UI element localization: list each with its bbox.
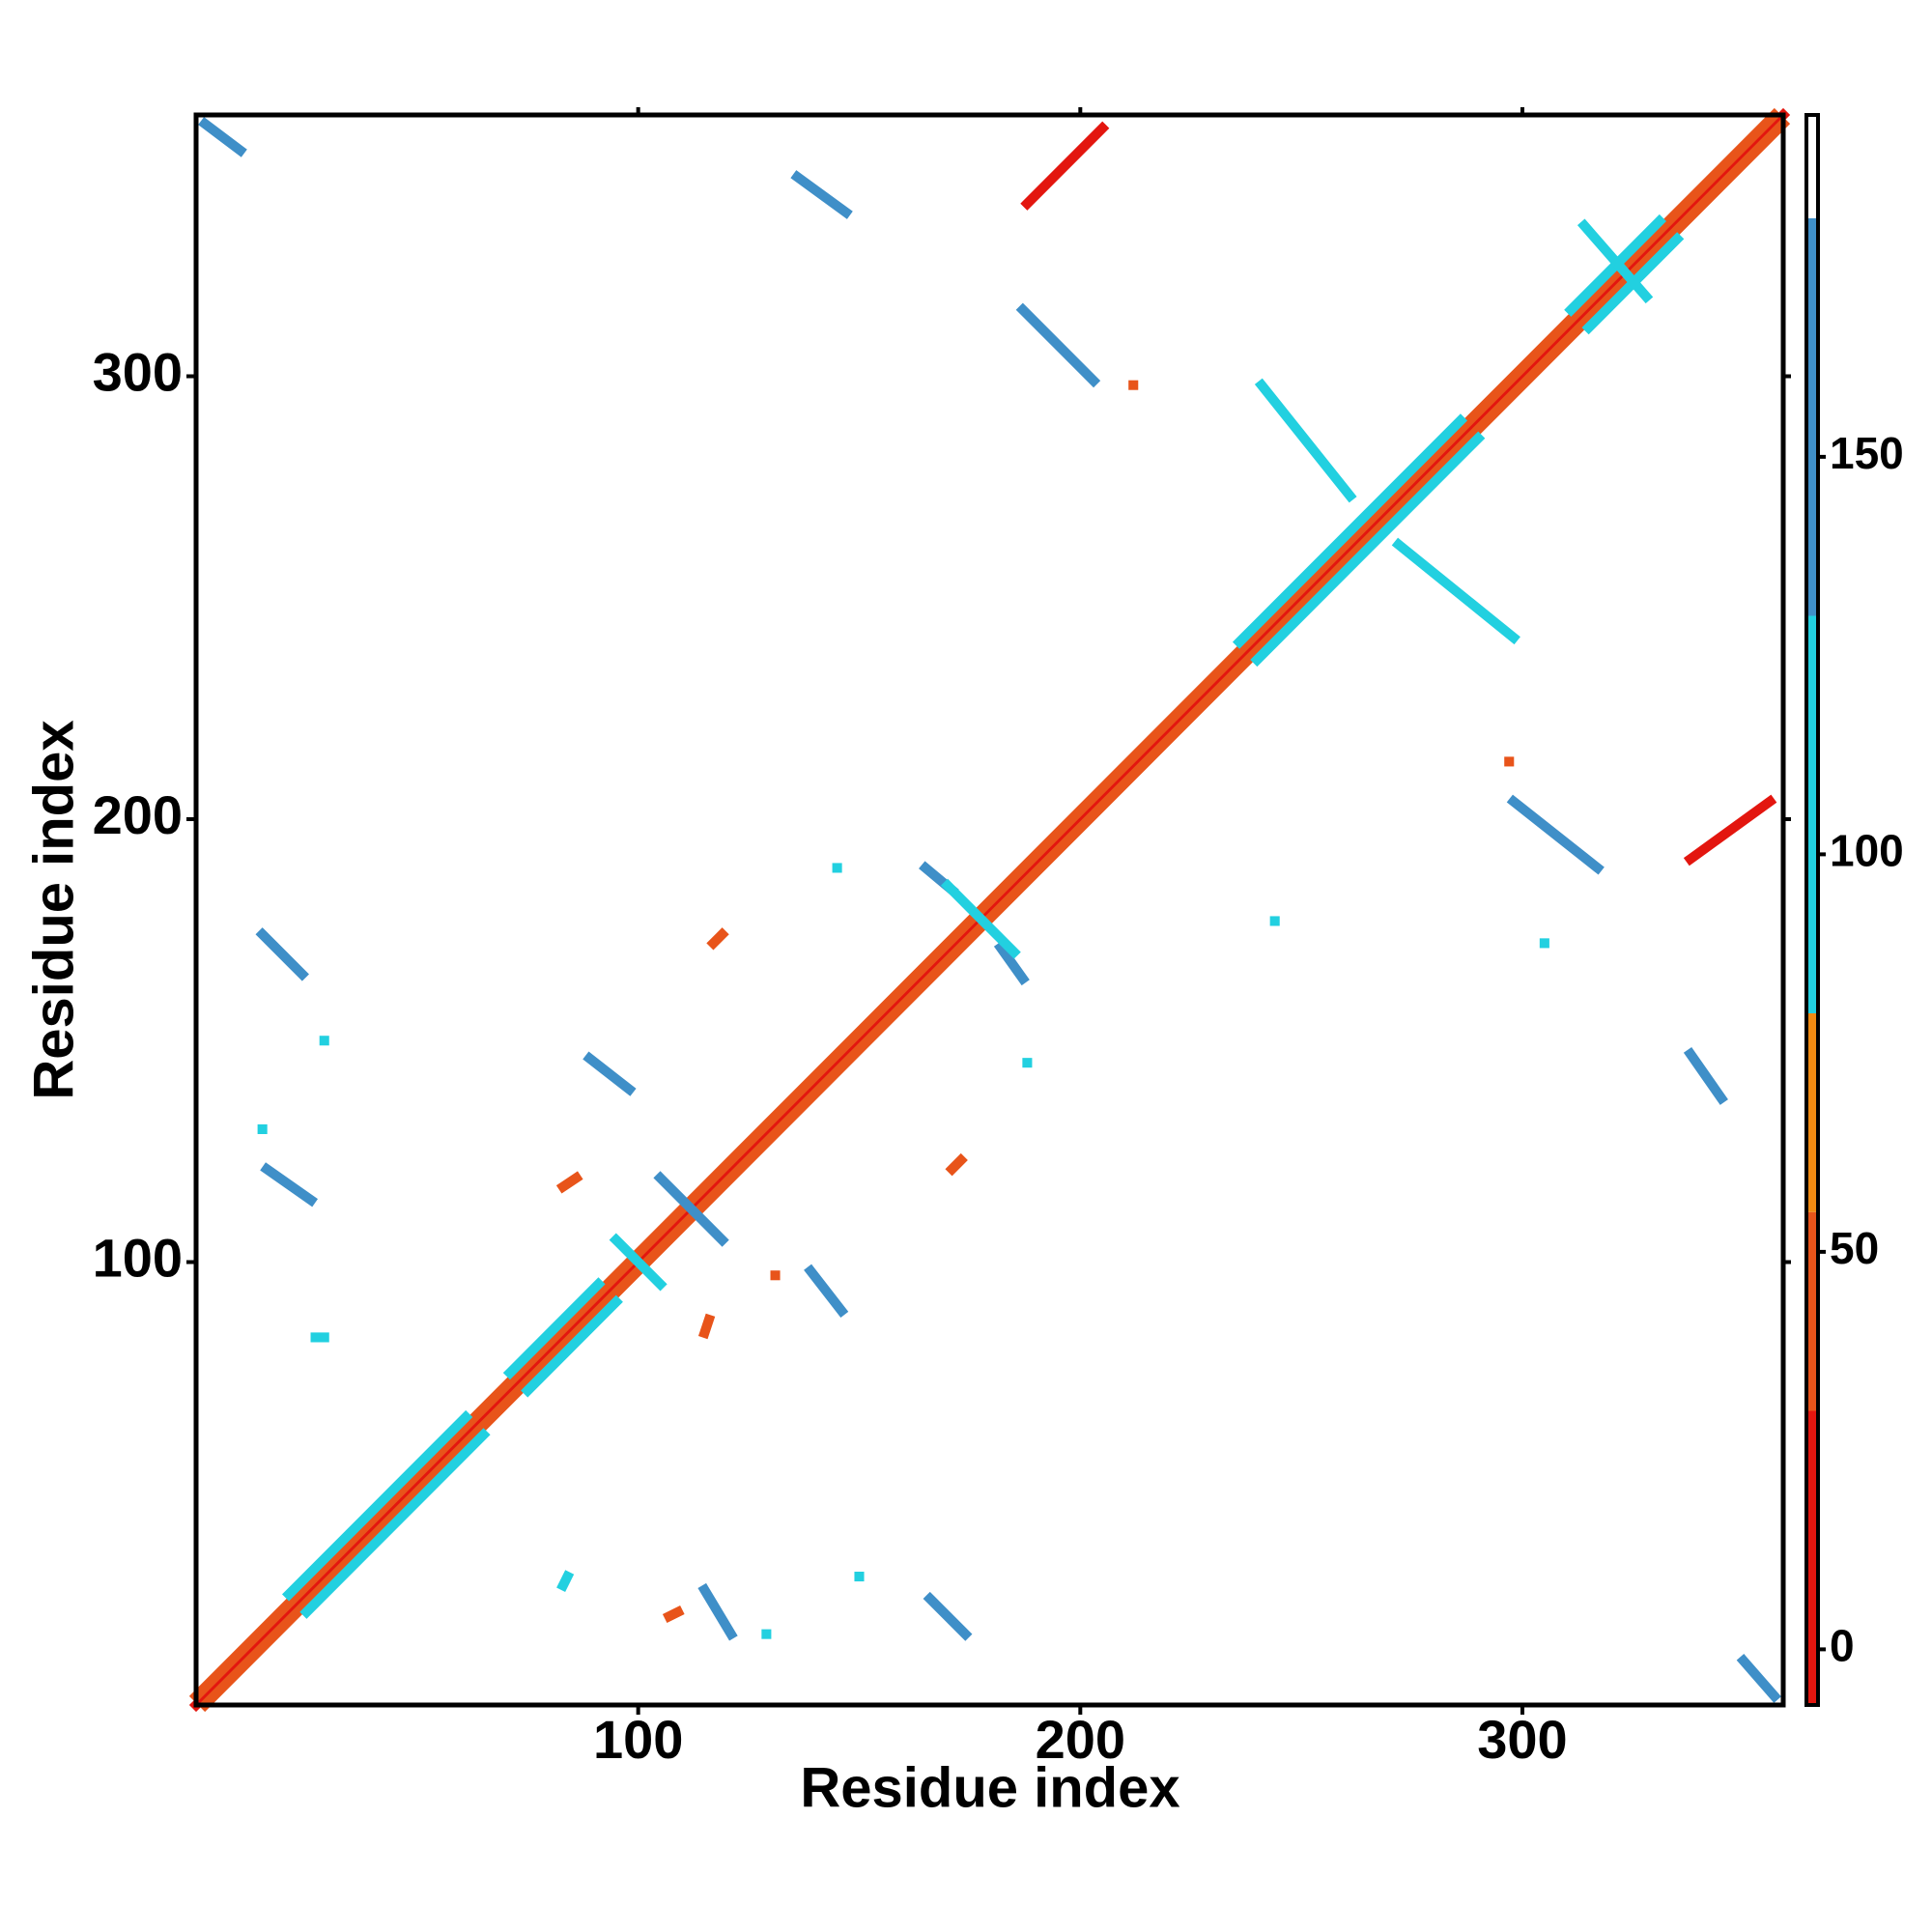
contact bbox=[521, 1294, 623, 1398]
contact bbox=[1577, 218, 1654, 304]
contact bbox=[1250, 431, 1486, 668]
x-axis-title: Residue index bbox=[800, 1756, 1179, 1819]
colorbar-tick-label: 150 bbox=[1830, 428, 1904, 478]
contact bbox=[299, 1428, 491, 1619]
x-tick-label: 300 bbox=[1477, 1709, 1567, 1770]
contact bbox=[923, 1591, 973, 1641]
contact bbox=[255, 927, 309, 981]
contact bbox=[1254, 378, 1357, 503]
contact bbox=[502, 1277, 606, 1380]
colorbar-bin bbox=[1806, 217, 1818, 616]
contact bbox=[188, 107, 1791, 1713]
y-tick-label: 200 bbox=[93, 784, 183, 845]
contact bbox=[1020, 121, 1110, 211]
contact bbox=[1391, 537, 1520, 645]
colorbar-bin bbox=[1806, 615, 1818, 1013]
y-axis-title: Residue index bbox=[22, 720, 85, 1099]
contact bbox=[804, 1264, 849, 1319]
contact bbox=[940, 878, 1021, 959]
contact bbox=[198, 117, 247, 157]
contact bbox=[790, 170, 853, 219]
contact bbox=[1232, 413, 1468, 649]
plot-frame bbox=[193, 112, 1786, 1708]
colorbar-tick-label: 0 bbox=[1830, 1621, 1855, 1671]
x-tick-label: 100 bbox=[593, 1709, 683, 1770]
contact bbox=[697, 1313, 716, 1340]
contact bbox=[1736, 1654, 1781, 1703]
contact bbox=[662, 1605, 685, 1624]
colorbar-bin bbox=[1806, 1410, 1818, 1705]
y-tick-label: 300 bbox=[93, 341, 183, 402]
y-tick-label: 100 bbox=[93, 1227, 183, 1288]
contact bbox=[1683, 1047, 1728, 1105]
colorbar-bin bbox=[1806, 1012, 1818, 1212]
contact bbox=[993, 940, 1030, 986]
contact bbox=[555, 1171, 583, 1194]
contact bbox=[188, 107, 1781, 1703]
contact bbox=[653, 1171, 729, 1247]
contact bbox=[945, 1152, 968, 1177]
colorbar-frame bbox=[1804, 113, 1820, 1707]
contact bbox=[1506, 794, 1605, 875]
contact bbox=[1683, 794, 1777, 867]
contact bbox=[609, 1233, 668, 1292]
colorbar-bin bbox=[1806, 1211, 1818, 1411]
colorbar-bin bbox=[1806, 115, 1818, 218]
colorbar-tick-label: 100 bbox=[1830, 826, 1904, 876]
x-tick-label: 200 bbox=[1036, 1709, 1125, 1770]
contact bbox=[260, 1162, 319, 1208]
contact bbox=[281, 1409, 473, 1602]
colorbar-tick-label: 50 bbox=[1830, 1223, 1879, 1273]
contact bbox=[582, 1051, 637, 1096]
contact bbox=[556, 1570, 575, 1592]
contact bbox=[706, 927, 729, 951]
contact bbox=[198, 117, 1791, 1713]
contact bbox=[1015, 302, 1101, 388]
contact bbox=[697, 1582, 738, 1641]
